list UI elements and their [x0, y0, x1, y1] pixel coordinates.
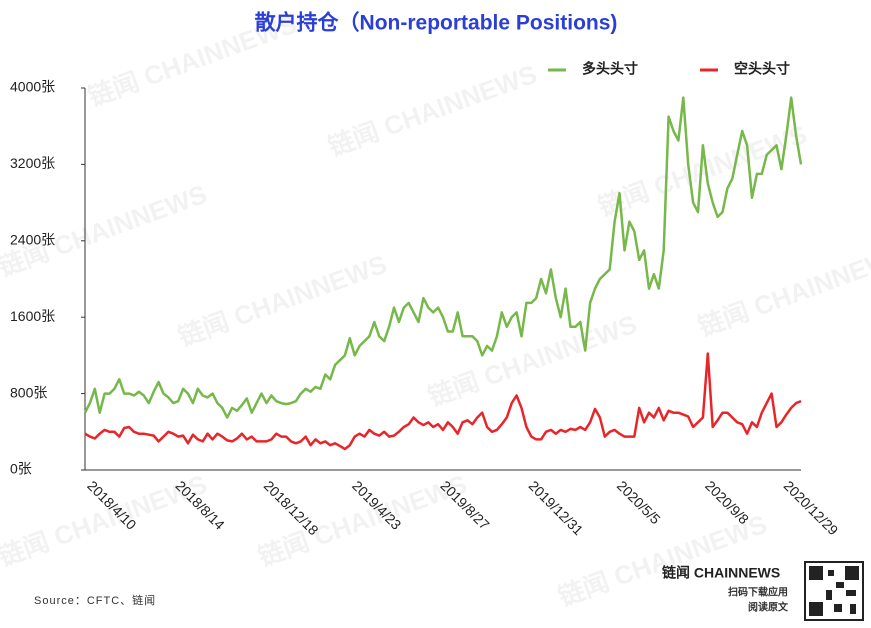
y-tick-label: 3200张	[10, 155, 55, 171]
footer-brand: 链闻 CHAINNEWS	[662, 565, 780, 581]
legend-label: 多头头寸	[582, 61, 638, 77]
chart-title: 散户持仓（Non-reportable Positions)	[255, 11, 618, 35]
line-series	[83, 96, 803, 419]
footer-line1: 扫码下载应用	[728, 586, 788, 599]
line-series	[84, 352, 802, 451]
legend-label: 空头头寸	[734, 61, 790, 77]
y-tick-label: 0张	[10, 461, 32, 477]
qr-code	[804, 561, 864, 621]
y-tick-label: 2400张	[10, 232, 55, 248]
source: Source：CFTC、链闻	[34, 593, 156, 607]
y-tick-label: 4000张	[10, 79, 55, 95]
footer-line2: 阅读原文	[748, 601, 789, 614]
y-tick-label: 1600张	[10, 308, 55, 324]
y-tick-label: 800张	[10, 384, 47, 400]
